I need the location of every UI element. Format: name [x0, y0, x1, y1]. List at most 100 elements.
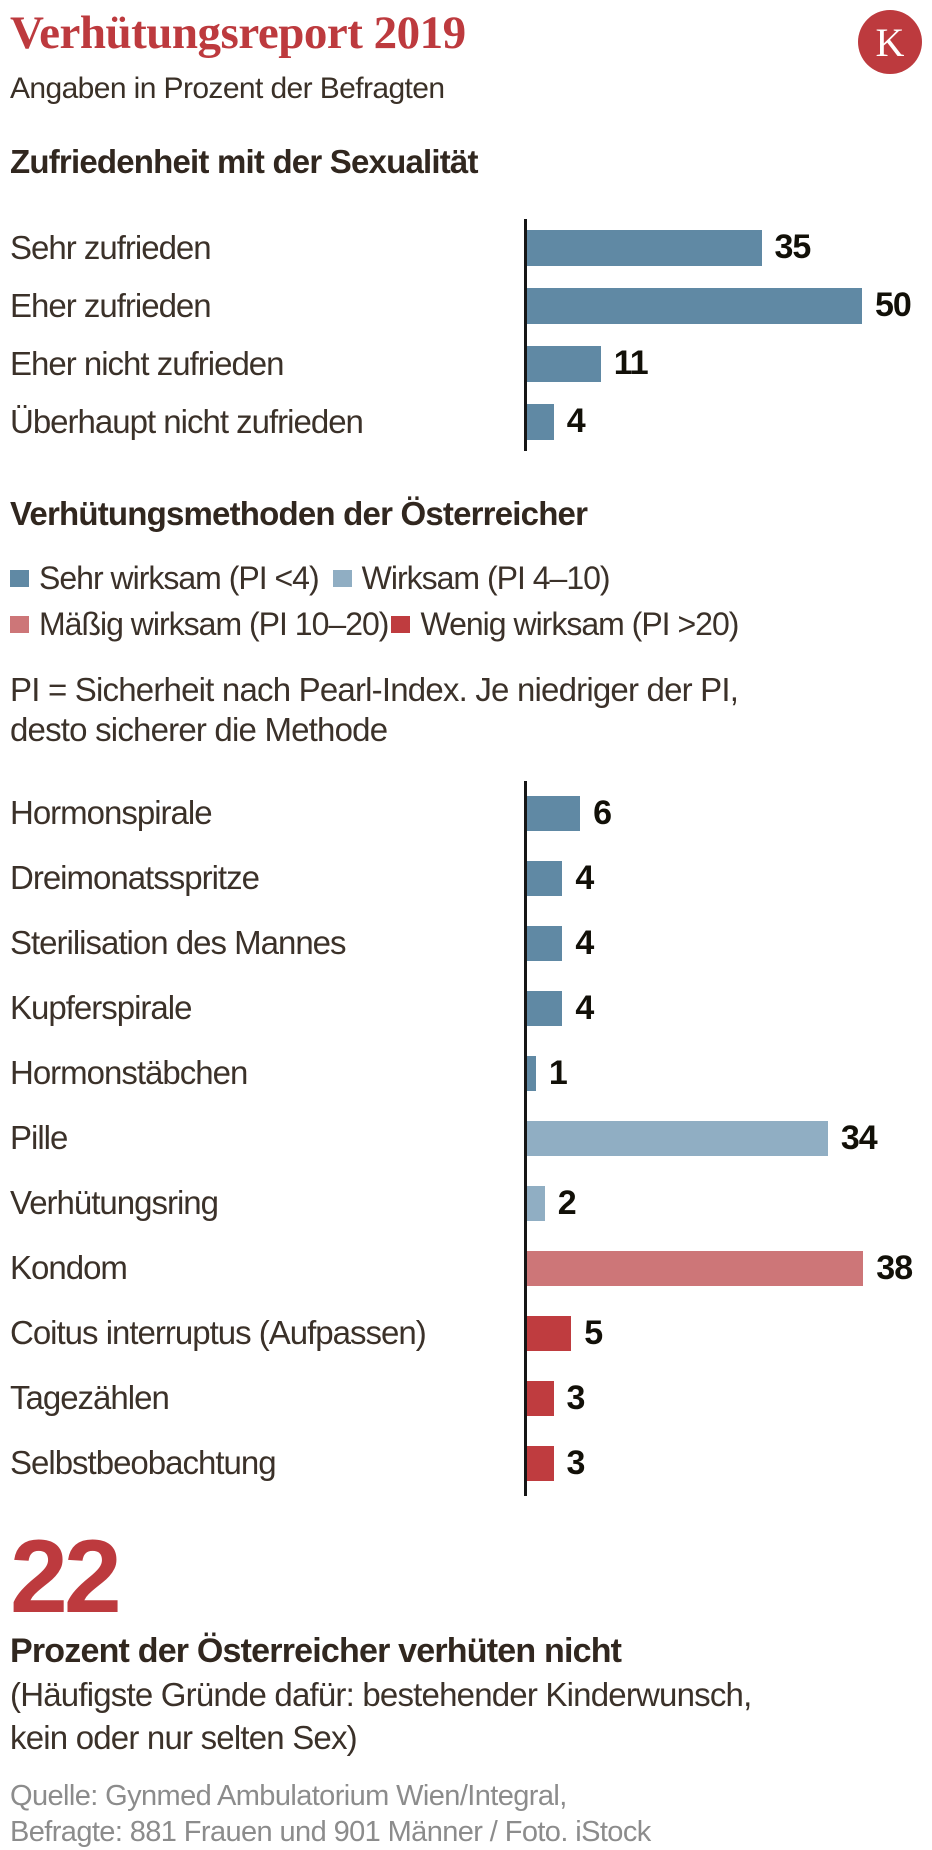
bar-value: 35 [774, 228, 812, 267]
bar-track: 2 [524, 1170, 922, 1236]
chart-row: Hormonstäbchen 1 [10, 1040, 922, 1106]
key-stat: 22 Prozent der Österreicher verhüten nic… [10, 1518, 922, 1760]
bar-label: Überhaupt nicht zufrieden [10, 402, 364, 440]
bar-label: Kupferspirale [10, 989, 192, 1027]
bar-value: 34 [840, 1118, 878, 1157]
legend-label: Mäßig wirksam (PI 10–20) [39, 605, 389, 642]
bar-label: Sterilisation des Mannes [10, 924, 347, 962]
legend-swatch [332, 569, 352, 587]
bar [527, 990, 563, 1026]
pearl-index-note-line1: PI = Sicherheit nach Pearl-Index. Je nie… [10, 670, 739, 708]
legend-label: Sehr wirksam (PI <4) [39, 559, 320, 596]
chart-row: Dreimonatsspritze 4 [10, 845, 922, 911]
bar-track: 38 [524, 1235, 922, 1301]
legend-label: Wirksam (PI 4–10) [361, 559, 611, 596]
pearl-index-note: PI = Sicherheit nach Pearl-Index. Je nie… [10, 670, 922, 750]
source-credit: Quelle: Gynmed Ambulatorium Wien/Integra… [10, 1778, 922, 1850]
chart-row: Eher zufrieden 50 [10, 276, 922, 335]
bar [527, 403, 554, 440]
bar-label: Eher nicht zufrieden [10, 344, 285, 382]
bar [527, 1315, 572, 1351]
bar-track: 6 [524, 780, 922, 846]
bar [527, 860, 563, 896]
bar-value: 4 [575, 858, 594, 897]
source-line2: Befragte: 881 Frauen und 901 Männer / Fo… [10, 1816, 651, 1849]
chart-row: Kondom 38 [10, 1235, 922, 1301]
bar-track: 4 [524, 910, 922, 976]
bar-track: 4 [524, 392, 922, 451]
bar-track: 4 [524, 845, 922, 911]
bar-value: 4 [566, 402, 586, 441]
bar-label: Hormonspirale [10, 794, 213, 832]
bar [527, 1445, 554, 1481]
bar-track: 34 [524, 1105, 922, 1171]
kurier-logo: K [858, 10, 922, 74]
chart-row: Selbstbeobachtung 3 [10, 1430, 922, 1496]
bar-track: 35 [524, 218, 922, 277]
bar [527, 1120, 828, 1156]
satisfaction-bar-chart: Sehr zufrieden 35 Eher zufrieden 50 Eher… [10, 218, 922, 451]
chart-row: Überhaupt nicht zufrieden 4 [10, 392, 922, 451]
bar [527, 229, 762, 266]
methods-bar-chart: Hormonspirale 6 Dreimonatsspritze 4 Ster… [10, 780, 922, 1496]
chart-row: Kupferspirale 4 [10, 975, 922, 1041]
legend-item: Mäßig wirksam (PI 10–20) [10, 605, 389, 643]
chart-row: Hormonspirale 6 [10, 780, 922, 846]
legend-item: Wirksam (PI 4–10) [332, 559, 611, 597]
bar-track: 3 [524, 1365, 922, 1431]
chart-row: Pille 34 [10, 1105, 922, 1171]
page-title: Verhütungsreport 2019 [10, 7, 466, 59]
bar-value: 50 [875, 286, 912, 325]
bar [527, 1185, 545, 1221]
chart-row: Sterilisation des Mannes 4 [10, 910, 922, 976]
bar-value: 4 [575, 923, 594, 962]
bar-label: Kondom [10, 1249, 128, 1287]
bar-label: Sehr zufrieden [10, 228, 212, 266]
bar [527, 795, 581, 831]
bar-track: 3 [524, 1430, 922, 1496]
legend-label: Wenig wirksam (PI >20) [420, 605, 739, 642]
legend-row: Sehr wirksam (PI <4) Wirksam (PI 4–10) [10, 560, 922, 597]
bar-label: Coitus interruptus (Aufpassen) [10, 1314, 427, 1352]
legend-item: Sehr wirksam (PI <4) [10, 559, 320, 597]
legend-row: Mäßig wirksam (PI 10–20) Wenig wirksam (… [10, 606, 922, 643]
chart-row: Verhütungsring 2 [10, 1170, 922, 1236]
source-line1: Quelle: Gynmed Ambulatorium Wien/Integra… [10, 1780, 567, 1813]
bar-value: 2 [557, 1183, 577, 1222]
bar-value: 38 [876, 1248, 913, 1287]
key-stat-detail: (Häufigste Gründe dafür: bestehender Kin… [10, 1673, 922, 1759]
legend-swatch [391, 615, 411, 633]
pearl-index-note-line2: desto sicherer die Methode [10, 710, 388, 748]
bar [527, 1380, 554, 1416]
key-stat-detail-line2: kein oder nur selten Sex) [10, 1719, 358, 1757]
bar-value: 11 [613, 344, 649, 383]
chart-row: Sehr zufrieden 35 [10, 218, 922, 277]
bar-value: 3 [566, 1378, 586, 1417]
bar [527, 925, 563, 961]
section-heading-satisfaction: Zufriedenheit mit der Sexualität [10, 142, 478, 180]
bar-label: Selbstbeobachtung [10, 1444, 277, 1482]
bar [527, 287, 862, 324]
key-stat-detail-line1: (Häufigste Gründe dafür: bestehender Kin… [10, 1676, 752, 1714]
section-heading-methods: Verhütungsmethoden der Österreicher [10, 494, 588, 532]
logo-letter: K [875, 19, 905, 65]
legend: Sehr wirksam (PI <4) Wirksam (PI 4–10) M… [10, 560, 922, 643]
bar-track: 4 [524, 975, 922, 1041]
chart-row: Coitus interruptus (Aufpassen) 5 [10, 1300, 922, 1366]
chart-row: Eher nicht zufrieden 11 [10, 334, 922, 393]
key-stat-number: 22 [10, 1518, 122, 1635]
bar-value: 3 [566, 1443, 586, 1482]
legend-swatch [10, 615, 29, 633]
bar-label: Dreimonatsspritze [10, 859, 260, 897]
chart-row: Tagezählen 3 [10, 1365, 922, 1431]
bar-label: Hormonstäbchen [10, 1054, 248, 1092]
key-stat-headline: Prozent der Österreicher verhüten nicht [10, 1632, 622, 1671]
bar-track: 1 [524, 1040, 922, 1106]
bar-value: 4 [575, 988, 594, 1027]
bar [527, 1250, 864, 1286]
bar-track: 50 [524, 276, 922, 335]
bar-value: 1 [548, 1053, 568, 1092]
bar-label: Pille [10, 1119, 68, 1157]
legend-item: Wenig wirksam (PI >20) [391, 605, 739, 643]
